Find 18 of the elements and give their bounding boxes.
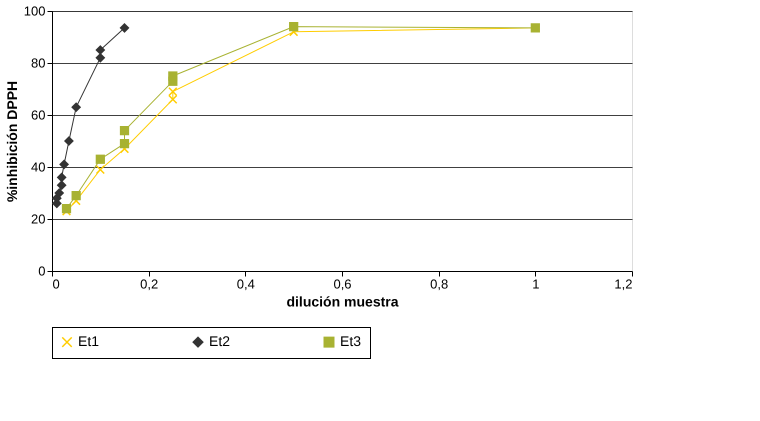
- x-tick-label: 1: [532, 276, 540, 292]
- legend-label: Et2: [209, 333, 230, 350]
- y-tick-label: 80: [31, 56, 46, 70]
- x-tick-label: 0: [52, 276, 60, 292]
- y-tick-label: 0: [38, 264, 46, 278]
- x-tick-label: 1,2: [614, 276, 632, 292]
- x-tick-label: 0,2: [140, 276, 158, 292]
- legend-label: Et1: [78, 333, 100, 350]
- y-axis-title: %inhibición DPPH: [4, 80, 20, 202]
- x-tick-label: 0,4: [236, 276, 255, 292]
- y-tick-label: 60: [31, 108, 46, 122]
- legend-label: Et3: [340, 333, 362, 350]
- y-tick-label: 100: [24, 4, 46, 18]
- x-axis-title: dilución muestra: [286, 294, 399, 310]
- x-tick-label: 0,8: [430, 276, 448, 292]
- x-tick-label: 0,6: [333, 276, 352, 292]
- y-tick-label: 20: [31, 212, 46, 226]
- y-tick-label: 40: [31, 160, 46, 174]
